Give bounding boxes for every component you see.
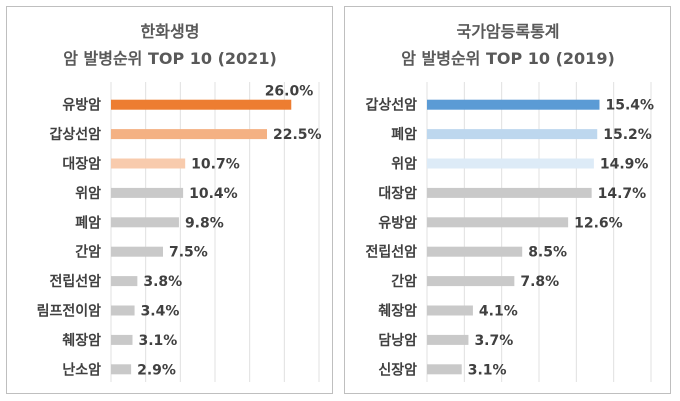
category-label: 위암 (391, 156, 417, 173)
bar (111, 364, 132, 375)
value-label: 14.7% (598, 186, 647, 202)
chart-subtitle: 암 발병순위 TOP 10 (2019) (401, 49, 615, 68)
bar (427, 246, 523, 257)
value-label: 10.4% (189, 186, 238, 202)
bar (111, 246, 163, 257)
value-label: 3.4% (141, 304, 180, 320)
chart-panel-hanwha: 한화생명 암 발병순위 TOP 10 (2021) 유방암 26.0% 갑상선암 22… (6, 6, 333, 394)
value-label: 3.7% (474, 333, 513, 349)
bar (427, 305, 473, 316)
bar (111, 276, 138, 287)
value-label: 12.6% (574, 215, 623, 231)
value-label: 3.1% (468, 362, 507, 378)
value-label: 8.5% (528, 245, 567, 261)
value-label: 15.4% (605, 98, 654, 114)
bar (427, 217, 569, 228)
bar (427, 334, 469, 345)
bar (111, 158, 186, 169)
category-label: 대장암 (378, 185, 417, 202)
value-label: 22.5% (273, 127, 322, 143)
value-label: 7.8% (520, 274, 559, 290)
category-label: 췌장암 (378, 303, 417, 320)
category-label: 간암 (391, 273, 417, 290)
bar (111, 334, 133, 345)
bar (427, 99, 600, 110)
chart-panel-national: 국가암등록통계 암 발병순위 TOP 10 (2019) 갑상선암 15.4% 폐암… (344, 6, 671, 394)
category-label: 갑상선암 (365, 97, 417, 114)
value-label: 3.1% (138, 333, 177, 349)
value-label: 15.2% (603, 127, 652, 143)
bar (111, 99, 292, 110)
category-label: 췌장암 (62, 332, 101, 349)
bar (427, 158, 594, 169)
bar (111, 217, 179, 228)
value-label: 7.5% (169, 245, 208, 261)
value-label: 14.9% (600, 157, 649, 173)
bar (427, 364, 462, 375)
category-label: 유방암 (62, 97, 101, 114)
value-label: 4.1% (479, 304, 518, 320)
category-label: 전립선암 (49, 273, 101, 290)
hanwha-bar-chart: 한화생명 암 발병순위 TOP 10 (2021) 유방암 26.0% 갑상선암 22… (37, 22, 322, 382)
category-label: 갑상선암 (49, 126, 101, 143)
bar (111, 129, 267, 140)
category-label: 담낭암 (378, 332, 417, 349)
category-label: 대장암 (62, 156, 101, 173)
chart-title: 국가암등록통계 (456, 22, 559, 41)
value-label: 26.0% (265, 84, 314, 100)
category-label: 전립선암 (365, 244, 417, 261)
category-label: 난소암 (62, 361, 101, 378)
category-label: 림프전이암 (37, 303, 102, 320)
value-label: 10.7% (191, 157, 240, 173)
value-label: 3.8% (143, 274, 182, 290)
bar (111, 187, 184, 198)
category-label: 간암 (75, 244, 101, 261)
category-label: 폐암 (391, 126, 417, 143)
bar (427, 187, 592, 198)
bar (427, 129, 598, 140)
value-label: 9.8% (185, 215, 224, 231)
category-label: 신장암 (378, 361, 417, 378)
value-label: 2.9% (137, 362, 176, 378)
bar (111, 305, 135, 316)
category-label: 유방암 (378, 214, 417, 231)
national-bar-chart: 국가암등록통계 암 발병순위 TOP 10 (2019) 갑상선암 15.4% 폐암… (365, 22, 654, 382)
chart-title: 한화생명 (141, 22, 200, 41)
category-label: 위암 (75, 185, 101, 202)
bar (427, 276, 515, 287)
chart-subtitle: 암 발병순위 TOP 10 (2021) (63, 49, 277, 68)
category-label: 폐암 (75, 214, 101, 231)
